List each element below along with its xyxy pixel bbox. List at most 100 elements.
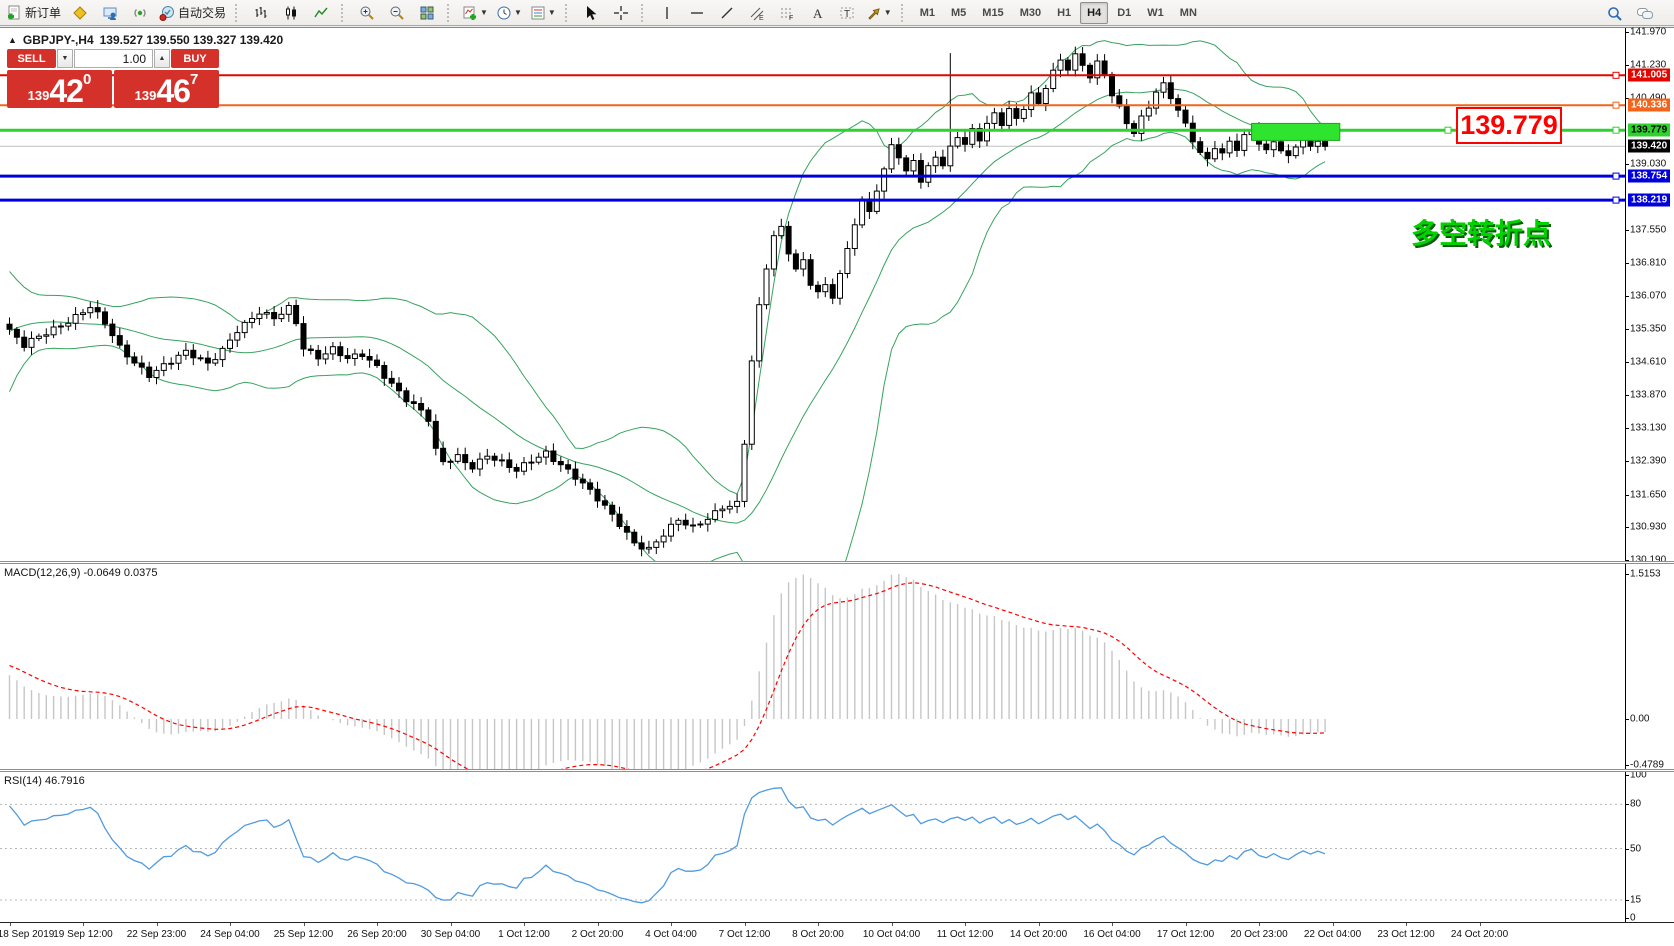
- time-tick-mark: [377, 923, 378, 926]
- rsi-tick: 15: [1630, 894, 1642, 906]
- crosshair-icon: [613, 5, 628, 20]
- pane-separator[interactable]: [0, 561, 1674, 564]
- timeframe-h4[interactable]: H4: [1080, 1, 1109, 24]
- sell-price-big: 42: [49, 73, 84, 109]
- sell-price-button[interactable]: 139 42 0: [7, 70, 112, 108]
- timeframe-m1[interactable]: M1: [919, 6, 935, 19]
- terminal-button[interactable]: [96, 1, 124, 25]
- time-tick-label: 22 Oct 04:00: [1303, 929, 1362, 940]
- text-label-button[interactable]: T: [833, 1, 861, 25]
- metaeditor-icon: [73, 5, 87, 20]
- tile-windows-button[interactable]: [413, 1, 441, 25]
- trendline-button[interactable]: [713, 1, 741, 25]
- time-tick-label: 10 Oct 04:00: [862, 929, 921, 940]
- price-tick: 140.490: [1630, 93, 1666, 104]
- signals-icon: [134, 8, 146, 17]
- chat-button[interactable]: [1631, 2, 1659, 26]
- timeframe-w1[interactable]: W1: [1147, 6, 1164, 19]
- signals-button[interactable]: [126, 1, 154, 25]
- trendline-icon: [721, 7, 733, 18]
- metaeditor-button[interactable]: [66, 1, 94, 25]
- equidistant-channel-button[interactable]: E: [743, 1, 771, 25]
- collapse-panel-icon[interactable]: ▲: [8, 35, 17, 45]
- zoom-out-button[interactable]: [383, 1, 411, 25]
- macd-pane-chart[interactable]: [0, 564, 1625, 769]
- search-button[interactable]: [1601, 2, 1629, 26]
- rsi-value: 46.7916: [44, 775, 85, 787]
- arrows-button[interactable]: ▼: [863, 1, 895, 25]
- volume-input[interactable]: 1.00: [74, 49, 153, 68]
- time-tick-mark: [1038, 923, 1040, 926]
- candlestick-chart-button[interactable]: [277, 1, 305, 25]
- new-order-button[interactable]: 新订单: [3, 1, 64, 25]
- timeframe-d1[interactable]: D1: [1117, 6, 1132, 19]
- price-tick-mark: [1626, 428, 1629, 430]
- volume-increase-button[interactable]: ▲: [154, 49, 170, 68]
- price-tick-mark: [1626, 230, 1629, 232]
- timeframe-m15[interactable]: M15: [982, 6, 1004, 19]
- price-tick-mark: [1626, 461, 1629, 463]
- buy-price-button[interactable]: 139 46 7: [114, 70, 219, 108]
- horizontal-line-button[interactable]: [683, 1, 711, 25]
- templates-button[interactable]: ▼: [527, 1, 559, 25]
- hline-price-badge: 138.754: [1628, 169, 1671, 183]
- autotrade-icon: [159, 5, 175, 21]
- price-tick: 135.350: [1630, 323, 1667, 335]
- text-icon: A: [813, 6, 823, 21]
- time-tick-mark: [671, 923, 672, 926]
- time-tick-label: 30 Sep 04:00: [420, 929, 481, 940]
- price-tick: 130.930: [1630, 521, 1667, 533]
- sell-button[interactable]: SELL: [7, 49, 56, 68]
- bar-chart-button[interactable]: [247, 1, 275, 25]
- line-chart-button[interactable]: [307, 1, 335, 25]
- timeframe-m5[interactable]: M5: [951, 6, 967, 19]
- periods-button[interactable]: ▼: [493, 1, 525, 25]
- timeframe-m30[interactable]: M30: [1019, 6, 1042, 19]
- chart-window[interactable]: 141.970 141.230 140.490 139.030 137.550 136.8…: [0, 27, 1674, 946]
- toolbar-handle: [900, 3, 909, 22]
- crosshair-button[interactable]: [607, 1, 635, 25]
- ohlc-values: 139.527 139.550 139.327 139.420: [99, 33, 284, 47]
- time-tick-label: 2 Oct 20:00: [571, 929, 624, 940]
- hline-price-badge: 138.219: [1628, 193, 1671, 207]
- cursor-icon: [586, 5, 597, 20]
- pane-separator[interactable]: [0, 769, 1674, 772]
- time-tick-label: 7 Oct 12:00: [718, 929, 771, 940]
- main-price-chart[interactable]: [0, 28, 1625, 561]
- time-tick-mark: [156, 923, 158, 926]
- price-tick: 131.650: [1630, 489, 1667, 501]
- volume-decrease-button[interactable]: ▼: [57, 49, 73, 68]
- timeframe-mn[interactable]: MN: [1179, 6, 1197, 19]
- time-tick-label: 20 Oct 23:00: [1230, 929, 1288, 940]
- dropdown-caret-icon: ▼: [547, 8, 556, 17]
- indicators-button[interactable]: ▼: [459, 1, 491, 25]
- rsi-pane-chart[interactable]: [0, 772, 1625, 922]
- chinese-annotation[interactable]: 多空转折点: [1411, 218, 1552, 249]
- fibonacci-button[interactable]: F: [773, 1, 801, 25]
- price-tick: 141.230: [1630, 59, 1667, 71]
- vertical-line-button[interactable]: [653, 1, 681, 25]
- price-tick: 133.870: [1630, 389, 1667, 401]
- time-tick-mark: [1259, 923, 1260, 926]
- text-button[interactable]: A: [803, 1, 831, 25]
- price-axis[interactable]: 141.970 141.230 140.490 139.030 137.550 136.8…: [1625, 27, 1674, 924]
- macd-tick: 0.00: [1630, 713, 1650, 725]
- search-icon: [1608, 7, 1622, 21]
- zoom-in-button[interactable]: [353, 1, 381, 25]
- timeframe-h1[interactable]: H1: [1057, 6, 1072, 19]
- buy-button[interactable]: BUY: [171, 49, 219, 68]
- autotrade-button[interactable]: 自动交易: [156, 1, 229, 25]
- cursor-button[interactable]: [577, 1, 605, 25]
- terminal-icon: [103, 7, 117, 20]
- price-tick-mark: [1626, 560, 1629, 561]
- toolbar-handle: [235, 3, 243, 22]
- price-tick: 139.030: [1630, 158, 1667, 170]
- new-order-label: 新订单: [25, 6, 62, 20]
- svg-text:T: T: [844, 9, 850, 20]
- time-tick-label: 22 Sep 23:00: [126, 929, 187, 940]
- price-tick-mark: [1626, 361, 1629, 363]
- autotrade-label: 自动交易: [178, 6, 227, 20]
- time-axis[interactable]: 18 Sep 2019 19 Sep 12:00 22 Sep 23:00 24 Se…: [0, 923, 1674, 946]
- time-tick-label: 14 Oct 20:00: [1009, 929, 1068, 940]
- price-annotation-box[interactable]: 139.779: [1456, 107, 1562, 144]
